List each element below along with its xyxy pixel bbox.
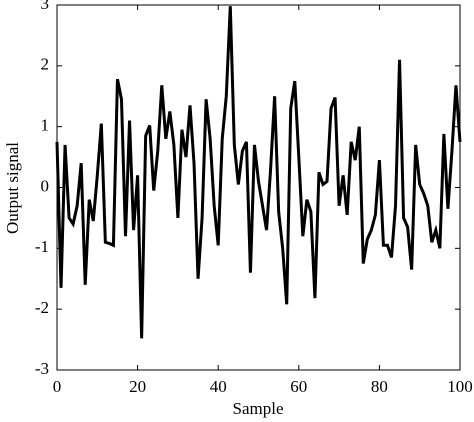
y-tick-label: 2 <box>41 55 50 74</box>
y-tick-label: 0 <box>41 176 50 195</box>
x-tick-label: 0 <box>53 377 62 396</box>
data-line <box>55 6 462 339</box>
x-tick-label: 80 <box>371 377 388 396</box>
y-tick-label: -3 <box>35 359 49 378</box>
x-tick-label: 100 <box>447 377 473 396</box>
x-tick-label: 20 <box>129 377 146 396</box>
y-tick-label: -2 <box>35 298 49 317</box>
x-axis-label: Sample <box>233 399 284 418</box>
y-tick-label: 3 <box>41 0 50 13</box>
y-tick-label: -1 <box>35 237 49 256</box>
x-tick-label: 40 <box>210 377 227 396</box>
x-tick-label: 60 <box>290 377 307 396</box>
y-axis-label: Output signal <box>3 142 22 234</box>
y-tick-label: 1 <box>41 116 50 135</box>
